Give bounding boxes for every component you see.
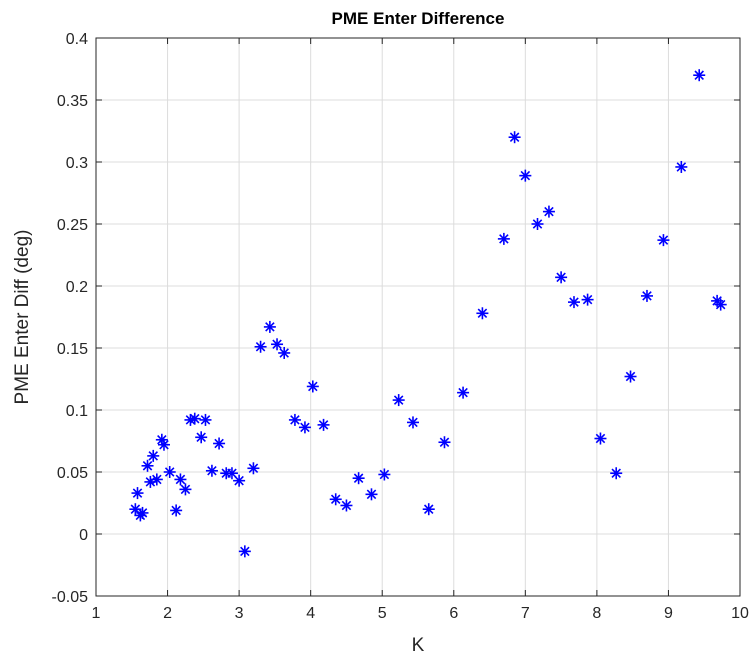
data-point xyxy=(438,436,451,449)
data-point xyxy=(288,413,301,426)
plot-area xyxy=(95,37,741,597)
y-tick-label: 0 xyxy=(79,527,88,544)
data-point xyxy=(555,271,568,284)
data-point xyxy=(508,131,521,144)
data-point xyxy=(422,503,435,516)
data-point xyxy=(567,296,580,309)
data-point xyxy=(457,386,470,399)
x-tick-label: 10 xyxy=(731,605,749,622)
data-point xyxy=(406,416,419,429)
data-point xyxy=(225,467,238,480)
y-tick-label: 0.4 xyxy=(66,31,88,48)
data-points xyxy=(129,69,727,558)
x-tick-label: 5 xyxy=(378,605,387,622)
x-tick-label: 7 xyxy=(521,605,530,622)
y-tick-label: 0.2 xyxy=(66,279,88,296)
data-point xyxy=(174,473,187,486)
data-point xyxy=(497,232,510,245)
data-point xyxy=(531,218,544,230)
data-point xyxy=(205,464,218,477)
data-point xyxy=(581,293,594,306)
data-point xyxy=(254,340,267,353)
x-tick-label: 8 xyxy=(592,605,601,622)
y-tick-label: -0.05 xyxy=(52,589,89,606)
data-point xyxy=(675,160,688,173)
data-point xyxy=(317,418,330,431)
y-axis-label: PME Enter Diff (deg) xyxy=(12,230,33,405)
data-point xyxy=(594,432,607,445)
data-point xyxy=(352,472,365,485)
grid xyxy=(95,37,741,597)
data-point xyxy=(233,474,246,487)
data-point xyxy=(131,487,144,500)
y-tick-label: 0.05 xyxy=(57,465,88,482)
data-point xyxy=(199,413,212,426)
y-tick-label: 0.35 xyxy=(57,93,88,110)
chart-title: PME Enter Difference xyxy=(332,9,505,28)
data-point xyxy=(365,488,378,501)
data-point xyxy=(147,449,160,462)
x-axis-label: K xyxy=(412,635,425,656)
data-point xyxy=(271,338,284,351)
x-tick-label: 1 xyxy=(92,605,101,622)
data-point xyxy=(306,380,319,393)
data-point xyxy=(195,431,208,444)
y-tick-label: 0.25 xyxy=(57,217,88,234)
data-point xyxy=(298,421,311,434)
data-point xyxy=(141,459,154,472)
data-point xyxy=(519,169,532,182)
data-point xyxy=(278,346,291,359)
data-point xyxy=(378,468,391,481)
data-point xyxy=(340,499,353,512)
x-tick-label: 9 xyxy=(664,605,673,622)
data-point xyxy=(170,504,183,517)
data-point xyxy=(157,438,170,451)
data-point xyxy=(610,467,623,480)
data-point xyxy=(640,289,653,302)
tick-labels: 1 2 3 4 5 6 7 8 9 10 -0.05 0 0.05 0.1 0.15 0.2 0.25 0.3 0.… xyxy=(52,31,749,622)
data-point xyxy=(247,462,260,475)
data-point xyxy=(179,483,192,496)
data-point xyxy=(150,473,163,486)
x-tick-label: 2 xyxy=(163,605,172,622)
y-tick-label: 0.3 xyxy=(66,155,88,172)
data-point xyxy=(476,307,489,320)
data-point xyxy=(392,394,405,407)
x-tick-label: 6 xyxy=(449,605,458,622)
y-tick-label: 0.1 xyxy=(66,403,88,420)
data-point xyxy=(542,205,555,218)
data-point xyxy=(163,466,176,478)
data-point xyxy=(714,298,727,311)
data-point xyxy=(213,437,226,450)
data-point xyxy=(693,69,706,82)
data-point xyxy=(136,506,149,519)
data-point xyxy=(329,493,342,506)
x-tick-label: 3 xyxy=(235,605,244,622)
data-point xyxy=(657,234,670,247)
x-tick-label: 4 xyxy=(306,605,315,622)
data-point xyxy=(624,370,637,383)
axis-ticks xyxy=(95,37,741,597)
y-tick-label: 0.15 xyxy=(57,341,88,358)
data-point xyxy=(238,545,251,558)
data-point xyxy=(263,320,276,333)
data-point xyxy=(188,412,201,425)
